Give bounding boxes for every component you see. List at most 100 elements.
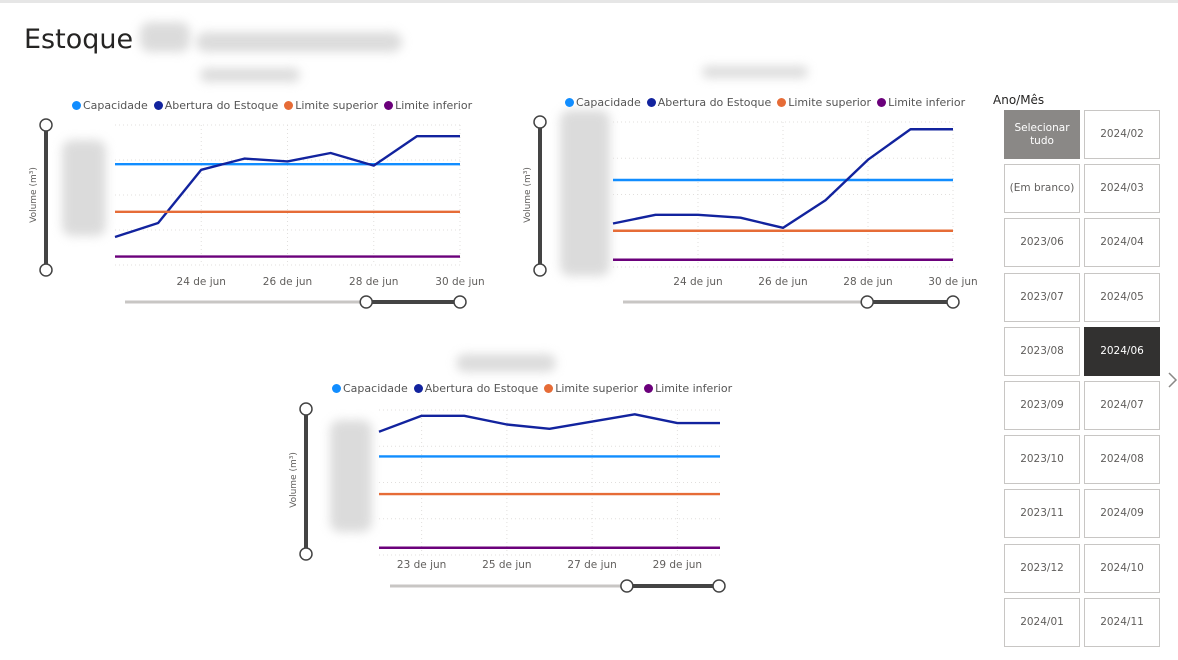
legend-item[interactable]: Limite inferior [644, 382, 732, 395]
page-title: Estoque [24, 24, 134, 55]
line-chart-3: Capacidade Abertura do Estoque Limite supe… [289, 382, 738, 593]
chart-legend: Capacidade Abertura do Estoque Limite supe… [72, 99, 478, 112]
y-axis-label: Volume (m³) [289, 452, 299, 508]
legend-item[interactable]: Limite superior [284, 99, 378, 112]
legend-marker [384, 101, 394, 110]
slicer-item[interactable]: 2023/10 [1004, 435, 1080, 485]
line-chart-2: Capacidade Abertura do Estoque Limite supe… [0, 0, 990, 320]
slicer-item[interactable]: 2024/04 [1084, 218, 1160, 268]
legend-item[interactable]: Capacidade [565, 96, 641, 109]
y-zoom-slider-handle-bottom[interactable] [299, 547, 313, 561]
slicer-item[interactable]: 2024/02 [1084, 110, 1160, 159]
x-tick-label: 30 de jun [435, 276, 484, 288]
slicer-item[interactable]: 2024/10 [1084, 543, 1160, 593]
series-line [378, 413, 720, 433]
x-zoom-slider-handle-right[interactable] [712, 579, 726, 593]
y-zoom-slider-handle-top[interactable] [533, 115, 547, 129]
x-tick-label: 28 de jun [843, 276, 892, 288]
slicer-item[interactable]: 2024/05 [1084, 272, 1160, 322]
x-zoom-slider-handle-left[interactable] [620, 579, 634, 593]
chart-plot-3: 23 de jun 25 de jun 27 de jun 29 de jun Volu… [289, 402, 726, 593]
slicer-item[interactable]: 2024/01 [1004, 597, 1080, 647]
x-tick-label: 27 de jun [567, 559, 616, 571]
legend-marker [644, 384, 654, 393]
slicer-item[interactable]: 2024/08 [1084, 435, 1160, 485]
legend-marker [777, 98, 787, 107]
legend-marker [153, 101, 163, 110]
x-tick-label: 30 de jun [928, 276, 977, 288]
x-tick-label: 26 de jun [758, 276, 807, 288]
x-zoom-slider-handle-left[interactable] [860, 295, 874, 309]
chart-legend: Capacidade Abertura do Estoque Limite supe… [565, 96, 971, 109]
slicer-item[interactable]: 2024/03 [1084, 164, 1160, 214]
y-axis-label: Volume (m³) [29, 167, 39, 223]
x-zoom-slider-handle-right[interactable] [946, 295, 960, 309]
slicer-item[interactable]: 2024/09 [1084, 489, 1160, 539]
x-tick-label: 28 de jun [349, 276, 398, 288]
slicer-item[interactable]: (Em branco) [1004, 164, 1080, 214]
redacted-title-subline [200, 68, 300, 82]
legend-item[interactable]: Capacidade [72, 99, 148, 112]
chart-plot-1: 24 de jun 26 de jun 28 de jun 30 de jun Volu… [29, 118, 485, 309]
slicer-item[interactable]: 2023/06 [1004, 218, 1080, 268]
slicer-title: Ano/Mês [993, 93, 1045, 107]
legend-label: Limite superior [295, 99, 379, 112]
legend-label: Limite superior [555, 382, 639, 395]
legend-label: Abertura do Estoque [164, 99, 279, 112]
x-tick-label: 25 de jun [482, 559, 531, 571]
legend-item[interactable]: Limite inferior [877, 96, 965, 109]
y-axis-label: Volume (m³) [523, 167, 533, 223]
slicer-item[interactable]: 2023/11 [1004, 489, 1080, 539]
legend-item[interactable]: Limite inferior [384, 99, 472, 112]
legend-marker [877, 98, 887, 107]
redacted-title-extension [196, 32, 402, 52]
x-tick-label: 23 de jun [397, 559, 446, 571]
x-zoom-slider-handle-left[interactable] [359, 295, 373, 309]
line-chart-1: Capacidade Abertura do Estoque Limite supe… [0, 0, 500, 320]
slicer-item[interactable]: 2024/07 [1084, 381, 1160, 430]
legend-item[interactable]: Abertura do Estoque [413, 382, 538, 395]
series-line [114, 134, 460, 239]
legend-item[interactable]: Capacidade [332, 382, 408, 395]
slicer-item[interactable]: 2023/09 [1004, 381, 1080, 430]
legend-label: Abertura do Estoque [657, 96, 772, 109]
slicer-item[interactable]: 2023/08 [1004, 326, 1080, 376]
legend-label: Limite inferior [655, 382, 733, 395]
chart-legend: Capacidade Abertura do Estoque Limite supe… [332, 382, 738, 395]
legend-label: Limite inferior [395, 99, 473, 112]
legend-marker [284, 101, 294, 110]
slicer-item[interactable]: 2024/11 [1084, 597, 1160, 647]
slicer-item[interactable]: 2024/06 [1084, 326, 1160, 376]
redacted-chart-title [456, 354, 556, 372]
redacted-title-extension [140, 22, 190, 52]
x-tick-label: 29 de jun [653, 559, 702, 571]
legend-item[interactable]: Abertura do Estoque [646, 96, 772, 109]
legend-label: Limite inferior [888, 96, 966, 109]
slicer-select-all[interactable]: Selecionar tudo [1004, 110, 1080, 159]
x-zoom-slider-handle-right[interactable] [453, 295, 467, 309]
legend-marker [646, 98, 656, 107]
legend-label: Capacidade [83, 99, 148, 112]
y-zoom-slider-handle-top[interactable] [39, 118, 53, 132]
legend-marker [72, 101, 81, 110]
redacted-axis-values [330, 420, 372, 532]
series-line [612, 128, 953, 230]
y-zoom-slider-handle-bottom[interactable] [533, 263, 547, 277]
slicer-item[interactable]: 2023/07 [1004, 272, 1080, 322]
chevron-right-icon[interactable] [1166, 370, 1178, 390]
legend-item[interactable]: Limite superior [777, 96, 871, 109]
legend-marker [565, 98, 574, 107]
y-zoom-slider-handle-bottom[interactable] [39, 263, 53, 277]
legend-marker [544, 384, 554, 393]
redacted-chart-title [702, 66, 808, 78]
legend-item[interactable]: Abertura do Estoque [153, 99, 279, 112]
redacted-axis-values [560, 110, 610, 276]
chart-plot-2: 24 de jun 26 de jun 28 de jun 30 de jun Volu… [523, 115, 978, 309]
y-zoom-slider-handle-top[interactable] [299, 402, 313, 416]
legend-label: Capacidade [343, 382, 408, 395]
redacted-axis-values [62, 140, 106, 236]
x-tick-label: 24 de jun [177, 276, 226, 288]
slicer-item[interactable]: 2023/12 [1004, 543, 1080, 593]
legend-item[interactable]: Limite superior [544, 382, 638, 395]
x-tick-label: 26 de jun [263, 276, 312, 288]
